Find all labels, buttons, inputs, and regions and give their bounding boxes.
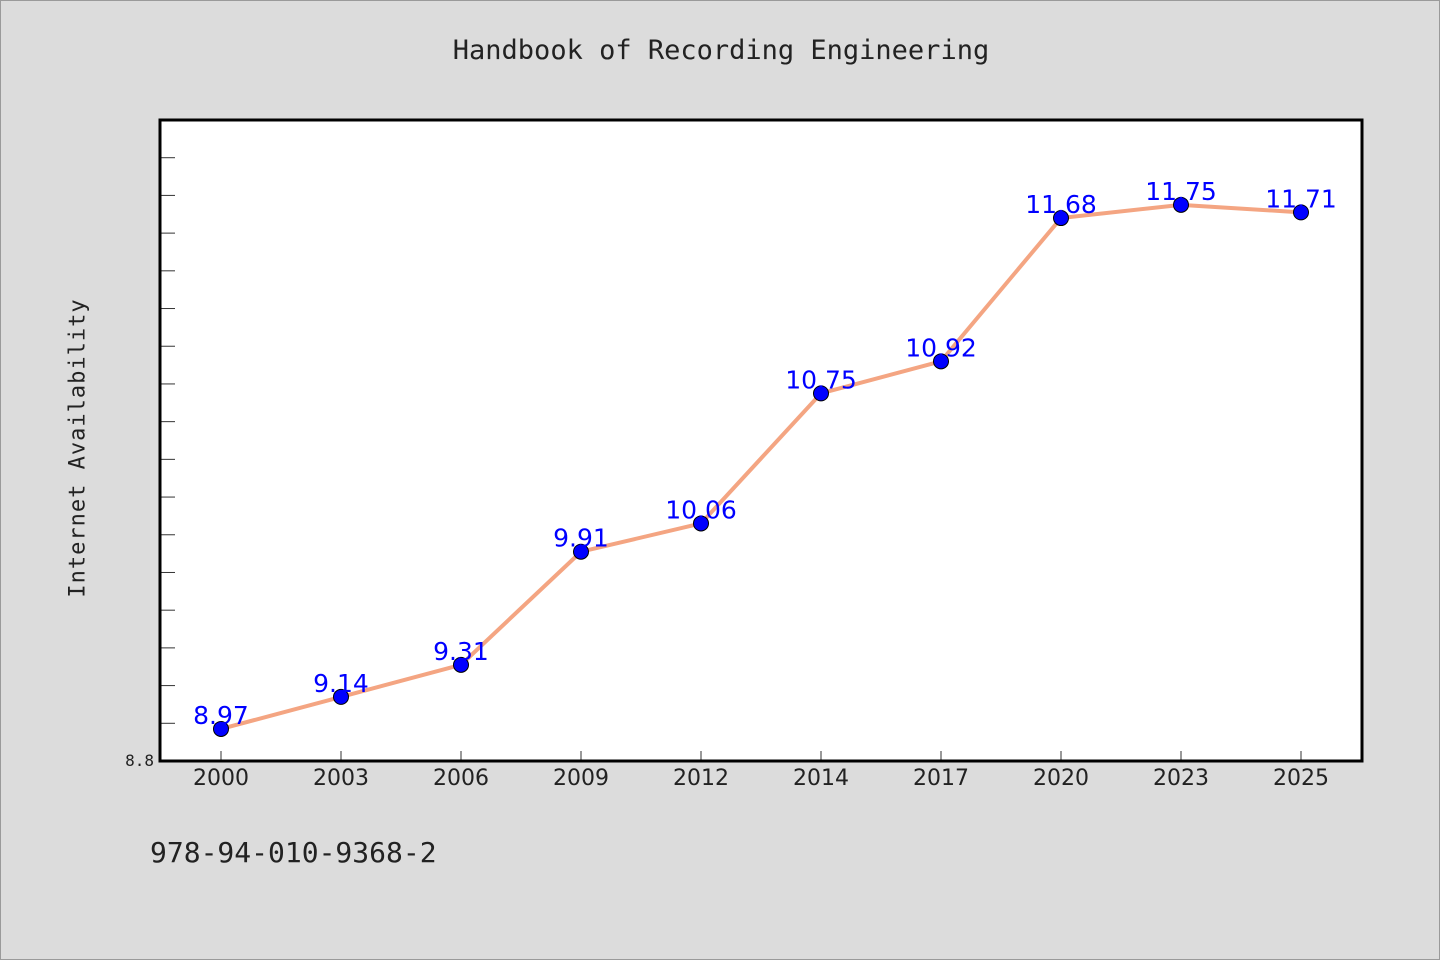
x-tick-label: 2003 bbox=[313, 766, 369, 791]
data-point bbox=[573, 543, 589, 560]
data-label: 11.75 bbox=[1145, 177, 1217, 206]
data-point bbox=[1053, 210, 1069, 227]
plot-background bbox=[160, 120, 1362, 761]
data-point bbox=[1173, 196, 1189, 213]
x-tick-label: 2000 bbox=[193, 766, 249, 791]
x-tick-label: 2025 bbox=[1273, 766, 1329, 791]
data-point bbox=[813, 385, 829, 402]
data-label: 11.68 bbox=[1025, 190, 1097, 219]
data-label: 10.92 bbox=[905, 333, 977, 362]
x-tick-label: 2014 bbox=[793, 766, 849, 791]
data-point bbox=[933, 353, 949, 370]
x-tick-label: 2012 bbox=[673, 766, 729, 791]
chart-title: Handbook of Recording Engineering bbox=[452, 35, 990, 66]
series-line bbox=[219, 202, 1303, 731]
plot-frame bbox=[158, 118, 1364, 763]
data-label: 10.75 bbox=[785, 365, 857, 394]
data-point bbox=[213, 720, 229, 737]
data-point bbox=[453, 656, 469, 673]
x-tick-label: 2006 bbox=[433, 766, 489, 791]
data-point bbox=[333, 688, 349, 705]
data-label: 10.06 bbox=[665, 495, 737, 524]
y-tick-label: 8.8 bbox=[125, 751, 154, 770]
data-point bbox=[693, 515, 709, 532]
x-tick-label: 2020 bbox=[1033, 766, 1089, 791]
data-label: 11.71 bbox=[1265, 184, 1337, 213]
data-label: 8.97 bbox=[193, 701, 249, 730]
data-label: 9.91 bbox=[553, 524, 609, 553]
data-label: 9.14 bbox=[313, 669, 369, 698]
x-tick-label: 2017 bbox=[913, 766, 969, 791]
footer-code: 978-94-010-9368-2 bbox=[150, 836, 437, 869]
data-point bbox=[1293, 204, 1309, 221]
x-tick-label: 2009 bbox=[553, 766, 609, 791]
x-tick-label: 2023 bbox=[1153, 766, 1209, 791]
data-label: 9.31 bbox=[433, 637, 489, 666]
